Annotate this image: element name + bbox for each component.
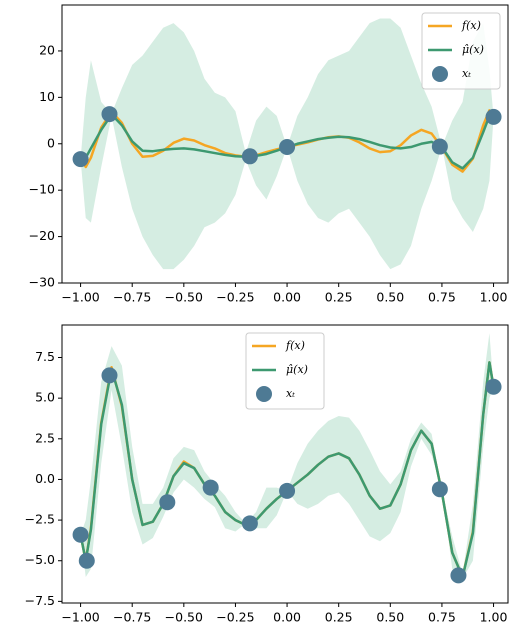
observation-point	[202, 479, 219, 496]
y-tick-label: −10	[29, 182, 55, 197]
observation-point	[279, 482, 296, 499]
observation-point	[485, 378, 502, 395]
legend-label: f(x)	[461, 19, 481, 32]
x-tick-label: 0.25	[325, 290, 353, 305]
observation-point	[241, 148, 258, 165]
y-tick-label: 0	[47, 135, 55, 150]
legend-label: f(x)	[285, 339, 305, 352]
legend-label: xₜ	[286, 387, 295, 400]
x-tick-label: 0.75	[428, 290, 456, 305]
observation-point	[159, 494, 176, 511]
uncertainty-band	[80, 333, 494, 579]
observation-point	[101, 106, 118, 123]
y-tick-label: 0.0	[35, 471, 55, 486]
x-tick-label: −1.00	[61, 290, 99, 305]
y-tick-label: −7.5	[25, 593, 55, 608]
observation-point	[241, 515, 258, 532]
x-tick-label: −1.00	[61, 610, 99, 625]
x-tick-label: −0.25	[216, 290, 254, 305]
x-tick-label: 0.75	[428, 610, 456, 625]
observation-point	[72, 151, 89, 168]
observation-point	[431, 138, 448, 155]
y-tick-label: −30	[29, 275, 55, 290]
y-tick-label: −5.0	[25, 552, 55, 567]
observation-point	[72, 526, 89, 543]
x-tick-label: −0.75	[113, 610, 151, 625]
y-tick-label: −20	[29, 228, 55, 243]
x-tick-label: 1.00	[480, 290, 508, 305]
y-tick-label: 2.5	[35, 430, 55, 445]
observation-point	[485, 108, 502, 125]
observation-point	[450, 567, 467, 584]
legend-swatch	[432, 66, 448, 82]
legend-label: xₜ	[462, 67, 471, 80]
plot-area	[72, 333, 502, 584]
plot-area	[72, 18, 502, 270]
legend-swatch	[256, 386, 272, 402]
legend-label: μ̂(x)	[462, 43, 484, 56]
observation-point	[431, 481, 448, 498]
x-tick-label: 1.00	[480, 610, 508, 625]
observation-point	[101, 367, 118, 384]
y-tick-label: 20	[39, 42, 55, 57]
y-tick-label: 10	[39, 89, 55, 104]
legend-label: μ̂(x)	[286, 363, 308, 376]
x-tick-label: −0.50	[165, 290, 203, 305]
axes-frame	[61, 324, 509, 604]
x-tick-label: 0.00	[273, 290, 301, 305]
uncertainty-band	[80, 18, 494, 270]
y-tick-label: 5.0	[35, 390, 55, 405]
y-tick-label: −2.5	[25, 512, 55, 527]
x-tick-label: −0.50	[165, 610, 203, 625]
x-tick-label: −0.25	[216, 610, 254, 625]
observation-point	[78, 552, 95, 569]
x-tick-label: 0.50	[376, 610, 404, 625]
y-tick-label: 7.5	[35, 349, 55, 364]
x-tick-label: 0.50	[376, 290, 404, 305]
observation-point	[279, 139, 296, 156]
x-tick-label: 0.00	[273, 610, 301, 625]
x-tick-label: −0.75	[113, 290, 151, 305]
x-tick-label: 0.25	[325, 610, 353, 625]
